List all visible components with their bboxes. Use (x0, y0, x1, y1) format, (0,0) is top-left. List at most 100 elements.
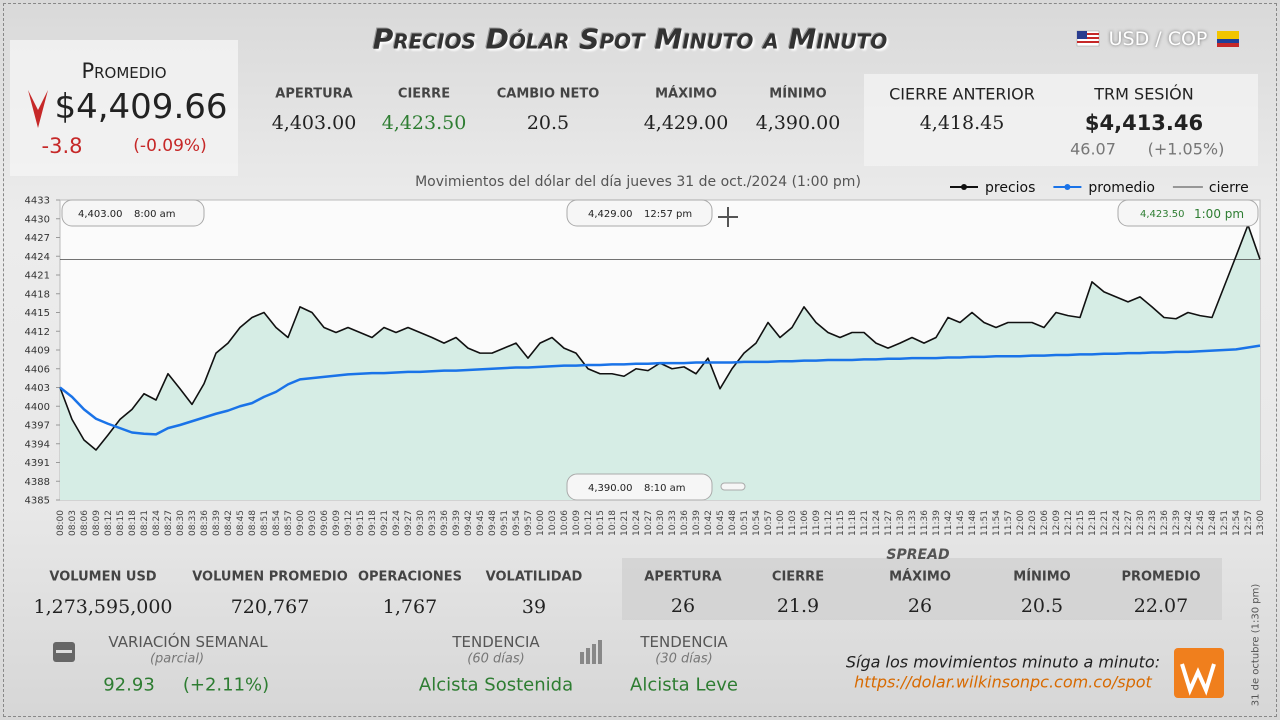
x-tick-label: 08:27 (164, 510, 174, 536)
x-tick-label: 13:00 (1256, 510, 1266, 536)
x-tick-label: 11:30 (896, 510, 906, 536)
trend-period: (30 días) (655, 651, 713, 667)
x-tick-label: 12:33 (1148, 510, 1158, 536)
annotation-value: 4,390.00 (588, 483, 633, 494)
annotation-box (566, 199, 713, 227)
y-tick-label: 4400 (25, 402, 50, 413)
calendar-icon (53, 642, 75, 662)
x-tick-label: 10:33 (668, 510, 678, 536)
annotation-value: 4,403.00 (78, 209, 123, 220)
x-tick-label: 11:39 (932, 510, 942, 536)
legend-label: precios (985, 180, 1035, 196)
y-tick-label: 4412 (25, 327, 50, 338)
legend-label: cierre (1209, 180, 1249, 196)
spread-panel (622, 558, 1222, 620)
legend-label: promedio (1088, 180, 1155, 196)
y-tick-label: 4388 (25, 477, 50, 488)
x-tick-label: 08:51 (260, 510, 270, 536)
average-label: Promedio (81, 59, 167, 83)
y-tick-label: 4391 (25, 458, 50, 469)
average-value: $4,409.66 (54, 87, 228, 127)
y-tick-label: 4418 (25, 289, 50, 300)
x-tick-label: 11:51 (980, 510, 990, 536)
x-tick-label: 10:12 (584, 510, 594, 536)
price-area (60, 225, 1260, 500)
x-tick-label: 12:03 (1028, 510, 1038, 536)
trend-value: Alcista Leve (630, 674, 738, 696)
annotation-value: 4,423.50 (1140, 209, 1185, 220)
trm-change: 46.07 (1070, 139, 1116, 159)
x-tick-label: 10:06 (560, 510, 570, 536)
annotation-time: 8:00 am (134, 209, 176, 220)
y-tick-label: 4403 (25, 383, 50, 394)
x-tick-label: 11:15 (836, 510, 846, 536)
spread-value: 26 (907, 595, 933, 617)
annotation-boxes (61, 199, 1259, 501)
trend-value: Alcista Sostenida (418, 674, 574, 696)
x-tick-label: 11:54 (992, 510, 1002, 536)
volume-label: VOLATILIDAD (485, 569, 583, 585)
x-tick-label: 10:09 (572, 510, 582, 536)
average-panel (10, 40, 238, 176)
previous-panel (864, 74, 1258, 166)
spread-value: 22.07 (1133, 595, 1189, 617)
plot: 4385 4388 4391 4394 4397 4400 4403 4406 4409 4412… (25, 180, 1266, 536)
x-tick-label: 10:03 (548, 510, 558, 536)
y-tick-label: 4385 (25, 496, 50, 507)
x-tick-label: 11:48 (968, 510, 978, 536)
x-tick-label: 12:21 (1100, 510, 1110, 536)
x-tick-label: 11:45 (956, 510, 966, 536)
x-tick-label: 08:36 (200, 510, 210, 536)
footer-url[interactable]: https://dolar.wilkinsonpc.com.co/spot (854, 672, 1152, 692)
y-tick-label: 4394 (25, 439, 50, 450)
x-tick-label: 12:15 (1076, 510, 1086, 536)
page-title: Precios Dólar Spot Minuto a Minuto (372, 22, 888, 56)
spread-label: CIERRE (771, 569, 825, 585)
x-tick-label: 09:33 (428, 510, 438, 536)
x-tick-label: 10:51 (740, 510, 750, 536)
spread-value: 21.9 (776, 595, 820, 617)
average-change: -3.8 (41, 134, 83, 158)
x-tick-label: 09:12 (344, 510, 354, 536)
x-tick-label: 09:00 (296, 510, 306, 536)
y-tick-label: 4415 (25, 308, 50, 319)
x-tick-label: 12:27 (1124, 510, 1134, 536)
x-tick-label: 09:48 (488, 510, 498, 536)
x-tick-label: 12:36 (1160, 510, 1170, 536)
x-tick-label: 09:18 (368, 510, 378, 536)
stat-value: 4,429.00 (643, 112, 729, 134)
legend-dot (961, 184, 967, 190)
trend-period: (60 días) (467, 651, 525, 667)
x-tick-label: 10:15 (596, 510, 606, 536)
y-tick-label: 4433 (25, 196, 50, 207)
x-tick-label: 09:09 (332, 510, 342, 536)
x-tick-label: 11:24 (872, 510, 882, 536)
volume-label: VOLUMEN USD (49, 569, 157, 585)
x-tick-label: 08:33 (188, 510, 198, 536)
spread-label: APERTURA (644, 569, 722, 585)
x-tick-label: 10:36 (680, 510, 690, 536)
volume-label: VOLUMEN PROMEDIO (192, 569, 348, 585)
spread-value: 20.5 (1020, 595, 1064, 617)
x-tick-label: 08:12 (104, 510, 114, 536)
spread-value: 26 (670, 595, 696, 617)
x-tick-label: 08:03 (68, 510, 78, 536)
annotation-box (61, 199, 205, 227)
y-tick-label: 4430 (25, 214, 50, 225)
stat-value: 4,403.00 (271, 112, 357, 134)
volume-value: 1,273,595,000 (33, 596, 173, 618)
x-tick-label: 08:00 (56, 510, 66, 536)
x-tick-label: 09:03 (308, 510, 318, 536)
down-arrow (28, 90, 48, 128)
weekly-value: 92.93 (103, 674, 155, 696)
spread-label: MÁXIMO (889, 569, 951, 585)
x-tick-label: 12:24 (1112, 510, 1122, 536)
trm-change-pct: (+1.05%) (1147, 139, 1225, 159)
side-note: 31 de octubre (1:30 pm) (1250, 583, 1262, 707)
x-tick-label: 10:54 (752, 510, 762, 536)
x-tick-label: 12:12 (1064, 510, 1074, 536)
chart-subtitle: Movimientos del dólar del día jueves 31 … (415, 174, 861, 190)
x-tick-label: 11:27 (884, 510, 894, 536)
x-tick-label: 10:27 (644, 510, 654, 536)
x-tick-label: 12:00 (1016, 510, 1026, 536)
